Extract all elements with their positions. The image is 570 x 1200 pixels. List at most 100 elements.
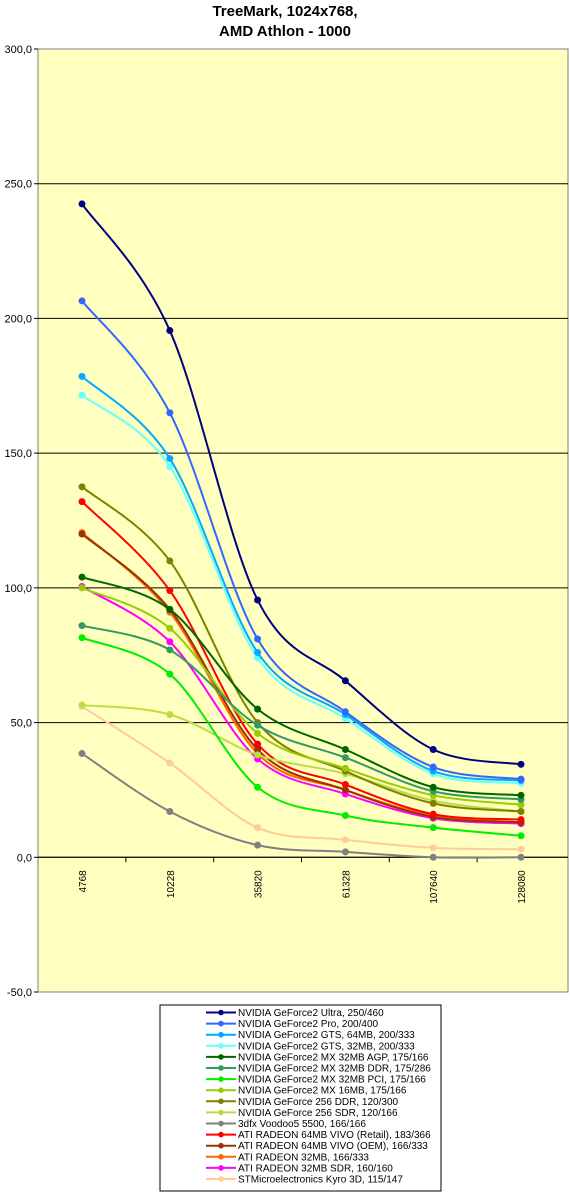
data-point	[429, 783, 437, 791]
legend-marker	[218, 1065, 224, 1071]
legend-label: NVIDIA GeForce2 MX 32MB AGP, 175/166	[238, 1052, 429, 1063]
data-point	[429, 853, 437, 861]
legend-label: NVIDIA GeForce2 Ultra, 250/460	[238, 1008, 384, 1019]
series-line	[81, 704, 522, 813]
data-point	[429, 824, 437, 832]
legend-marker	[218, 1043, 224, 1049]
data-point	[517, 853, 525, 861]
y-tick-label: 200,0	[4, 313, 32, 325]
legend-marker	[218, 1165, 224, 1171]
series-line	[81, 752, 522, 859]
data-point	[166, 557, 174, 565]
data-point	[78, 584, 86, 592]
data-point	[166, 327, 174, 335]
data-point	[341, 781, 349, 789]
data-point	[166, 455, 174, 463]
legend-marker	[218, 1054, 224, 1060]
series-line	[81, 586, 522, 806]
data-point	[166, 605, 174, 613]
legend-marker	[218, 1120, 224, 1127]
data-point	[341, 677, 349, 685]
data-point	[517, 760, 525, 768]
legend-label: NVIDIA GeForce2 MX 32MB DDR, 175/286	[238, 1064, 431, 1075]
series-line	[81, 576, 522, 797]
data-point	[517, 816, 525, 824]
data-point	[166, 624, 174, 632]
x-tick-label: 107640	[429, 870, 440, 904]
data-point	[78, 297, 86, 305]
data-point	[429, 799, 437, 807]
legend-marker	[218, 1009, 224, 1016]
data-point	[78, 498, 86, 506]
legend-marker	[218, 1020, 224, 1027]
data-point	[78, 622, 86, 630]
legend-label: NVIDIA GeForce2 MX 16MB, 175/166	[238, 1086, 407, 1097]
data-point	[78, 200, 86, 208]
data-point	[517, 845, 525, 853]
x-tick-label: 61328	[341, 870, 352, 898]
data-point	[341, 812, 349, 820]
chart-title-line-2: AMD Athlon - 1000	[219, 23, 351, 40]
data-point	[254, 729, 262, 737]
data-point	[429, 844, 437, 852]
y-tick-label: -50,0	[7, 987, 32, 999]
legend-marker	[218, 1098, 224, 1105]
legend-label: NVIDIA GeForce2 GTS, 64MB, 200/333	[238, 1030, 415, 1041]
legend-label: NVIDIA GeForce 256 DDR, 120/300	[238, 1097, 399, 1108]
data-point	[166, 759, 174, 767]
legend-marker	[218, 1031, 224, 1038]
data-point	[341, 848, 349, 856]
data-point	[78, 750, 86, 758]
data-point	[254, 705, 262, 713]
data-point	[254, 740, 262, 748]
data-point	[341, 754, 349, 762]
data-point	[78, 483, 86, 491]
data-point	[166, 807, 174, 815]
y-axis: 300,0 250,0 200,0 150,0 100,0 50,0 0,0 -50,0	[4, 44, 38, 999]
x-tick-label: 35820	[254, 870, 265, 898]
y-tick-label: 150,0	[4, 448, 32, 460]
legend-box	[159, 1004, 442, 1192]
data-point	[254, 635, 262, 643]
data-point	[254, 841, 262, 849]
legend-marker	[218, 1154, 224, 1160]
legend-marker	[218, 1109, 224, 1116]
data-point	[78, 372, 86, 380]
legend-marker	[218, 1076, 224, 1082]
legend-marker	[218, 1176, 224, 1182]
legend-label: NVIDIA GeForce2 MX 32MB PCI, 175/166	[238, 1075, 426, 1086]
data-point	[254, 649, 262, 657]
data-point	[429, 763, 437, 771]
data-point	[166, 670, 174, 678]
data-point	[517, 832, 525, 840]
legend-label: ATI RADEON 64MB VIVO (OEM), 166/333	[238, 1141, 428, 1152]
legend-marker	[218, 1087, 224, 1093]
legend-marker	[218, 1142, 224, 1149]
data-point	[166, 646, 174, 654]
data-point	[254, 824, 262, 832]
data-point	[341, 746, 349, 754]
data-point	[78, 391, 86, 399]
legend-label: ATI RADEON 32MB, 166/333	[238, 1152, 369, 1163]
data-point	[341, 836, 349, 844]
series-line	[81, 624, 522, 801]
data-point	[254, 596, 262, 604]
data-point	[254, 783, 262, 791]
legend-label: NVIDIA GeForce 256 SDR, 120/166	[238, 1108, 398, 1119]
data-point	[166, 409, 174, 417]
y-tick-label: 50,0	[11, 718, 32, 730]
data-point	[78, 701, 86, 709]
x-tick-label: 128080	[517, 870, 528, 904]
data-point	[78, 634, 86, 642]
legend-label: NVIDIA GeForce2 Pro, 200/400	[238, 1019, 379, 1030]
series-line	[81, 636, 522, 837]
legend-label: ATI RADEON 64MB VIVO (Retail), 183/366	[238, 1130, 431, 1141]
data-point	[517, 791, 525, 799]
data-point	[78, 573, 86, 581]
data-point	[341, 764, 349, 772]
data-point	[517, 775, 525, 783]
legend-marker	[218, 1131, 224, 1138]
legend-label: STMicroelectronics Kyro 3D, 115/147	[238, 1175, 403, 1186]
